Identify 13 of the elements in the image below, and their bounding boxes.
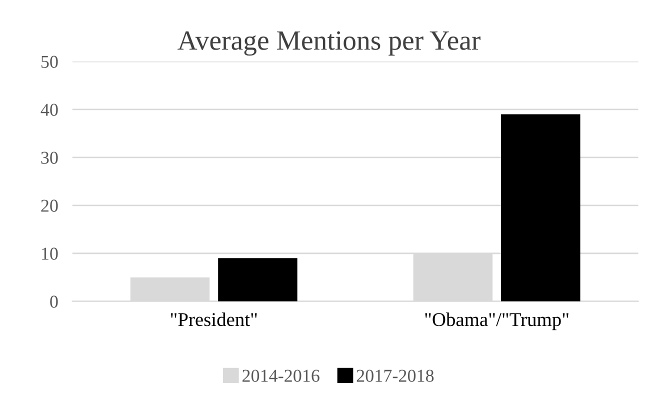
- x-tick-label: "President": [170, 312, 257, 326]
- bar: [501, 114, 580, 302]
- y-tick-label: 10: [42, 248, 58, 260]
- y-tick-label: 30: [41, 152, 58, 164]
- legend-label: 2014-2016: [242, 370, 320, 382]
- y-tick-label: 50: [41, 56, 58, 68]
- bar: [218, 258, 298, 302]
- legend-label: 2017-2018: [356, 370, 434, 382]
- y-tick-label: 20: [41, 200, 58, 212]
- y-tick-label: 40: [40, 104, 58, 116]
- y-tick-label: 0: [50, 296, 58, 308]
- chart-title: Average Mentions per Year: [178, 31, 480, 56]
- x-tick-label: "Obama"/"Trump": [425, 312, 568, 330]
